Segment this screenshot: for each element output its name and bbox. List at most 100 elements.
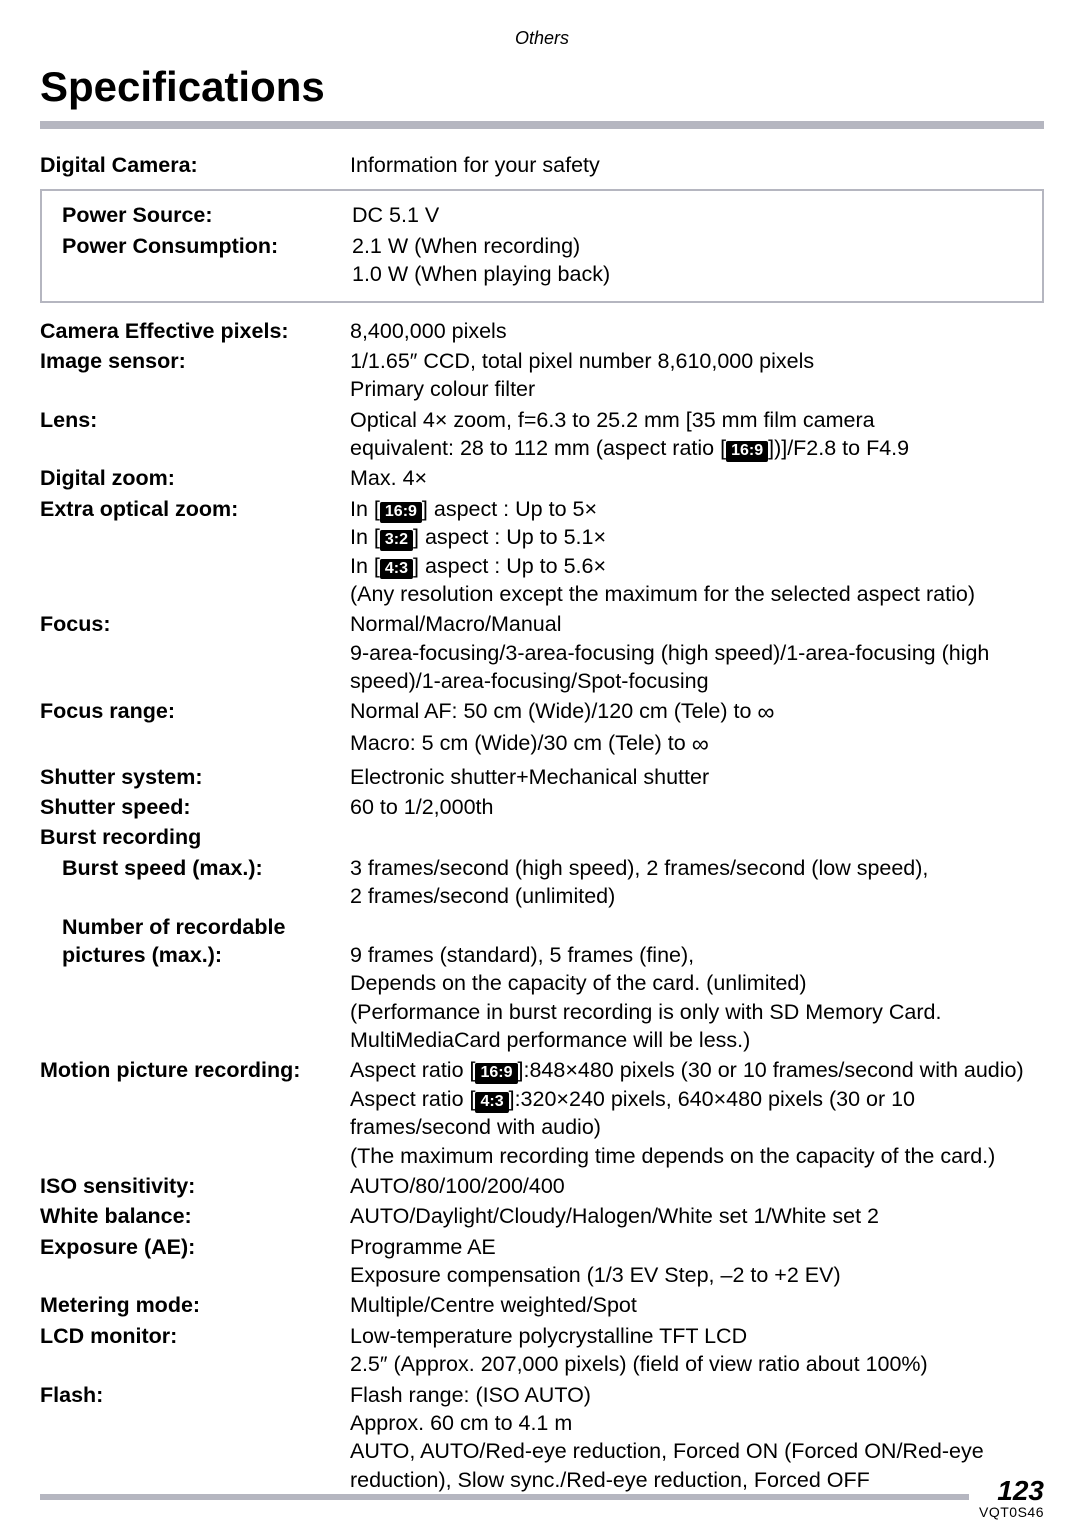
value: 60 to 1/2,000th xyxy=(350,793,1044,821)
line: Low-temperature polycrystalline TFT LCD xyxy=(350,1322,1044,1350)
line: 3 frames/second (high speed), 2 frames/s… xyxy=(350,854,1044,882)
page-footer: 123 VQT0S46 xyxy=(40,1476,1044,1520)
label: Digital zoom: xyxy=(40,464,350,492)
line: Depends on the capacity of the card. (un… xyxy=(350,969,1044,997)
label: Extra optical zoom: xyxy=(40,495,350,609)
footer-code: VQT0S46 xyxy=(979,1505,1044,1520)
line: Macro: 5 cm (Wide)/30 cm (Tele) to ∞ xyxy=(350,729,1044,761)
value: In [16:9] aspect : Up to 5× In [3:2] asp… xyxy=(350,495,1044,609)
row-digital-zoom: Digital zoom: Max. 4× xyxy=(40,464,1044,492)
footer-rule xyxy=(40,1494,969,1500)
aspect-badge-4-3: 4:3 xyxy=(475,1092,508,1113)
row-focus-range: Focus range: Normal AF: 50 cm (Wide)/120… xyxy=(40,697,1044,760)
value: Information for your safety xyxy=(350,151,1044,179)
page-title: Specifications xyxy=(40,63,1044,111)
section-header: Others xyxy=(40,28,1044,49)
title-rule xyxy=(40,121,1044,129)
line: 1/1.65″ CCD, total pixel number 8,610,00… xyxy=(350,347,1044,375)
value: Optical 4× zoom, f=6.3 to 25.2 mm [35 mm… xyxy=(350,406,1044,463)
line: equivalent: 28 to 112 mm (aspect ratio [… xyxy=(350,434,1044,462)
row-metering: Metering mode: Multiple/Centre weighted/… xyxy=(40,1291,1044,1319)
label: White balance: xyxy=(40,1202,350,1230)
row-shutter-system: Shutter system: Electronic shutter+Mecha… xyxy=(40,763,1044,791)
row-exposure: Exposure (AE): Programme AE Exposure com… xyxy=(40,1233,1044,1290)
value: AUTO/Daylight/Cloudy/Halogen/White set 1… xyxy=(350,1202,1044,1230)
row-burst-speed: Burst speed (max.): 3 frames/second (hig… xyxy=(40,854,1044,911)
infinity-icon: ∞ xyxy=(692,731,709,758)
line: 2 frames/second (unlimited) xyxy=(350,882,1044,910)
label: Image sensor: xyxy=(40,347,350,404)
line: 9-area-focusing/3-area-focusing (high sp… xyxy=(350,639,1044,696)
value: Electronic shutter+Mechanical shutter xyxy=(350,763,1044,791)
line: (Performance in burst recording is only … xyxy=(350,998,1044,1055)
value: Programme AE Exposure compensation (1/3 … xyxy=(350,1233,1044,1290)
line: 9 frames (standard), 5 frames (fine), xyxy=(350,941,1044,969)
label: Focus: xyxy=(40,610,350,695)
row-iso: ISO sensitivity: AUTO/80/100/200/400 xyxy=(40,1172,1044,1200)
row-image-sensor: Image sensor: 1/1.65″ CCD, total pixel n… xyxy=(40,347,1044,404)
label: Motion picture recording: xyxy=(40,1056,350,1170)
line: Approx. 60 cm to 4.1 m xyxy=(350,1409,1044,1437)
row-power-source: Power Source: DC 5.1 V xyxy=(62,201,1042,229)
line: In [16:9] aspect : Up to 5× xyxy=(350,495,1044,523)
label: Shutter speed: xyxy=(40,793,350,821)
row-recordable: Number of recordable pictures (max.): 9 … xyxy=(40,913,1044,1055)
row-focus: Focus: Normal/Macro/Manual 9-area-focusi… xyxy=(40,610,1044,695)
value: AUTO/80/100/200/400 xyxy=(350,1172,1044,1200)
label: Focus range: xyxy=(40,697,350,760)
value: 8,400,000 pixels xyxy=(350,317,1044,345)
row-lcd: LCD monitor: Low-temperature polycrystal… xyxy=(40,1322,1044,1379)
row-digital-camera: Digital Camera: Information for your saf… xyxy=(40,151,1044,179)
label: Burst recording xyxy=(40,823,350,851)
row-power-consumption: Power Consumption: 2.1 W (When recording… xyxy=(62,232,1042,289)
label: Exposure (AE): xyxy=(40,1233,350,1290)
line: In [3:2] aspect : Up to 5.1× xyxy=(350,523,1044,551)
line: Normal/Macro/Manual xyxy=(350,610,1044,638)
value: 1/1.65″ CCD, total pixel number 8,610,00… xyxy=(350,347,1044,404)
label: Lens: xyxy=(40,406,350,463)
line: Programme AE xyxy=(350,1233,1044,1261)
value: Multiple/Centre weighted/Spot xyxy=(350,1291,1044,1319)
line: 1.0 W (When playing back) xyxy=(352,260,1042,288)
line: (Any resolution except the maximum for t… xyxy=(350,580,1044,608)
line: Optical 4× zoom, f=6.3 to 25.2 mm [35 mm… xyxy=(350,406,1044,434)
label: Power Source: xyxy=(62,201,352,229)
value: Normal/Macro/Manual 9-area-focusing/3-ar… xyxy=(350,610,1044,695)
page-number: 123 xyxy=(979,1476,1044,1505)
value: Max. 4× xyxy=(350,464,1044,492)
label: ISO sensitivity: xyxy=(40,1172,350,1200)
infinity-icon: ∞ xyxy=(757,699,774,726)
row-motion: Motion picture recording: Aspect ratio [… xyxy=(40,1056,1044,1170)
label: Burst speed (max.): xyxy=(40,854,350,911)
manual-page: Others Specifications Digital Camera: In… xyxy=(0,0,1080,1534)
aspect-badge-3-2: 3:2 xyxy=(380,530,413,551)
label: Power Consumption: xyxy=(62,232,352,289)
line: Aspect ratio [16:9]:848×480 pixels (30 o… xyxy=(350,1056,1044,1084)
label: Digital Camera: xyxy=(40,151,350,179)
label: Camera Effective pixels: xyxy=(40,317,350,345)
aspect-badge-16-9: 16:9 xyxy=(475,1063,517,1084)
row-burst-header: Burst recording xyxy=(40,823,1044,851)
value: Normal AF: 50 cm (Wide)/120 cm (Tele) to… xyxy=(350,697,1044,760)
label: LCD monitor: xyxy=(40,1322,350,1379)
aspect-badge-16-9: 16:9 xyxy=(726,441,768,462)
aspect-badge-4-3: 4:3 xyxy=(380,559,413,580)
line: (The maximum recording time depends on t… xyxy=(350,1142,1044,1170)
label: Number of recordable pictures (max.): xyxy=(40,913,350,1055)
line: Flash range: (ISO AUTO) xyxy=(350,1381,1044,1409)
value: Low-temperature polycrystalline TFT LCD … xyxy=(350,1322,1044,1379)
value: DC 5.1 V xyxy=(352,201,1042,229)
row-lens: Lens: Optical 4× zoom, f=6.3 to 25.2 mm … xyxy=(40,406,1044,463)
aspect-badge-16-9: 16:9 xyxy=(380,502,422,523)
value: 3 frames/second (high speed), 2 frames/s… xyxy=(350,854,1044,911)
label: Shutter system: xyxy=(40,763,350,791)
label: Metering mode: xyxy=(40,1291,350,1319)
row-extra-optical: Extra optical zoom: In [16:9] aspect : U… xyxy=(40,495,1044,609)
value xyxy=(350,823,1044,851)
line: Aspect ratio [4:3]:320×240 pixels, 640×4… xyxy=(350,1085,1044,1142)
value: Aspect ratio [16:9]:848×480 pixels (30 o… xyxy=(350,1056,1044,1170)
value: 2.1 W (When recording) 1.0 W (When playi… xyxy=(352,232,1042,289)
row-effective-pixels: Camera Effective pixels: 8,400,000 pixel… xyxy=(40,317,1044,345)
line: Primary colour filter xyxy=(350,375,1044,403)
line: In [4:3] aspect : Up to 5.6× xyxy=(350,552,1044,580)
